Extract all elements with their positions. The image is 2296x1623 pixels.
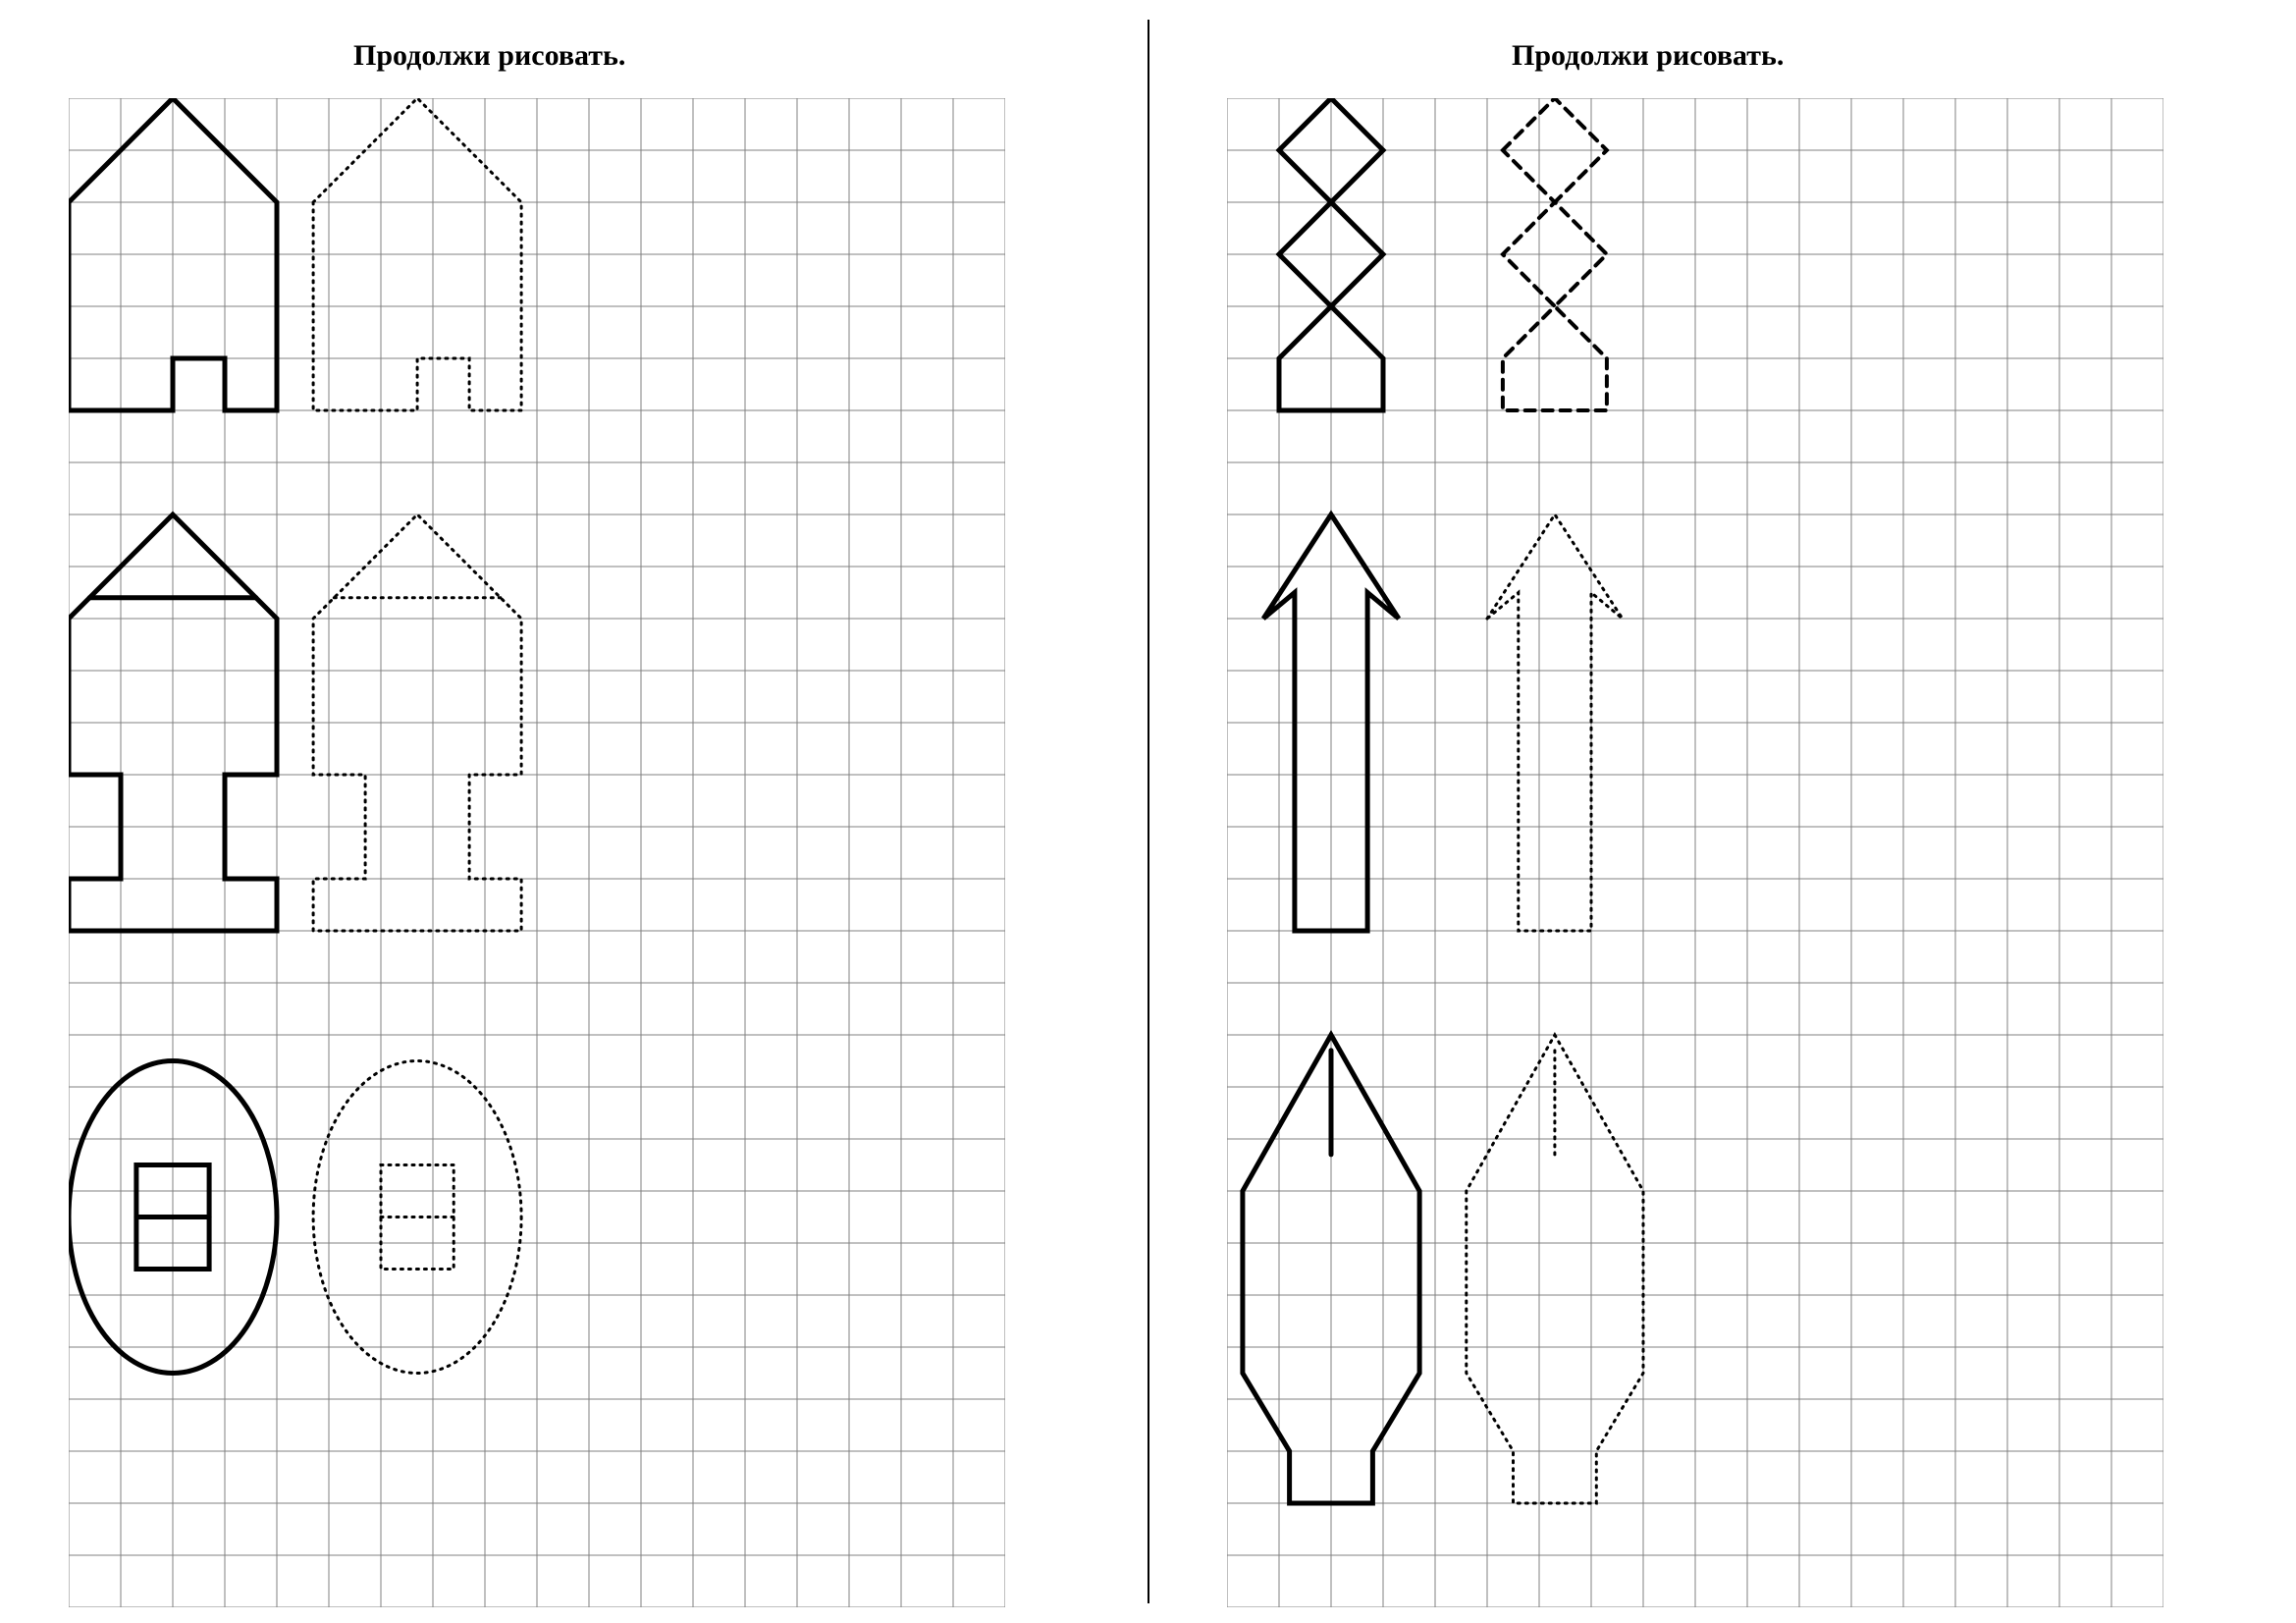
- title-left: Продолжи рисовать.: [353, 39, 625, 73]
- title-right: Продолжи рисовать.: [1512, 39, 1784, 73]
- grid-left: [69, 98, 1005, 1607]
- grid-right: [1227, 98, 2163, 1607]
- ellipse-dotted: [313, 1061, 521, 1374]
- worksheet-page: Продолжи рисовать. Продолжи рисовать.: [0, 0, 2296, 1623]
- center-divider: [1148, 20, 1149, 1603]
